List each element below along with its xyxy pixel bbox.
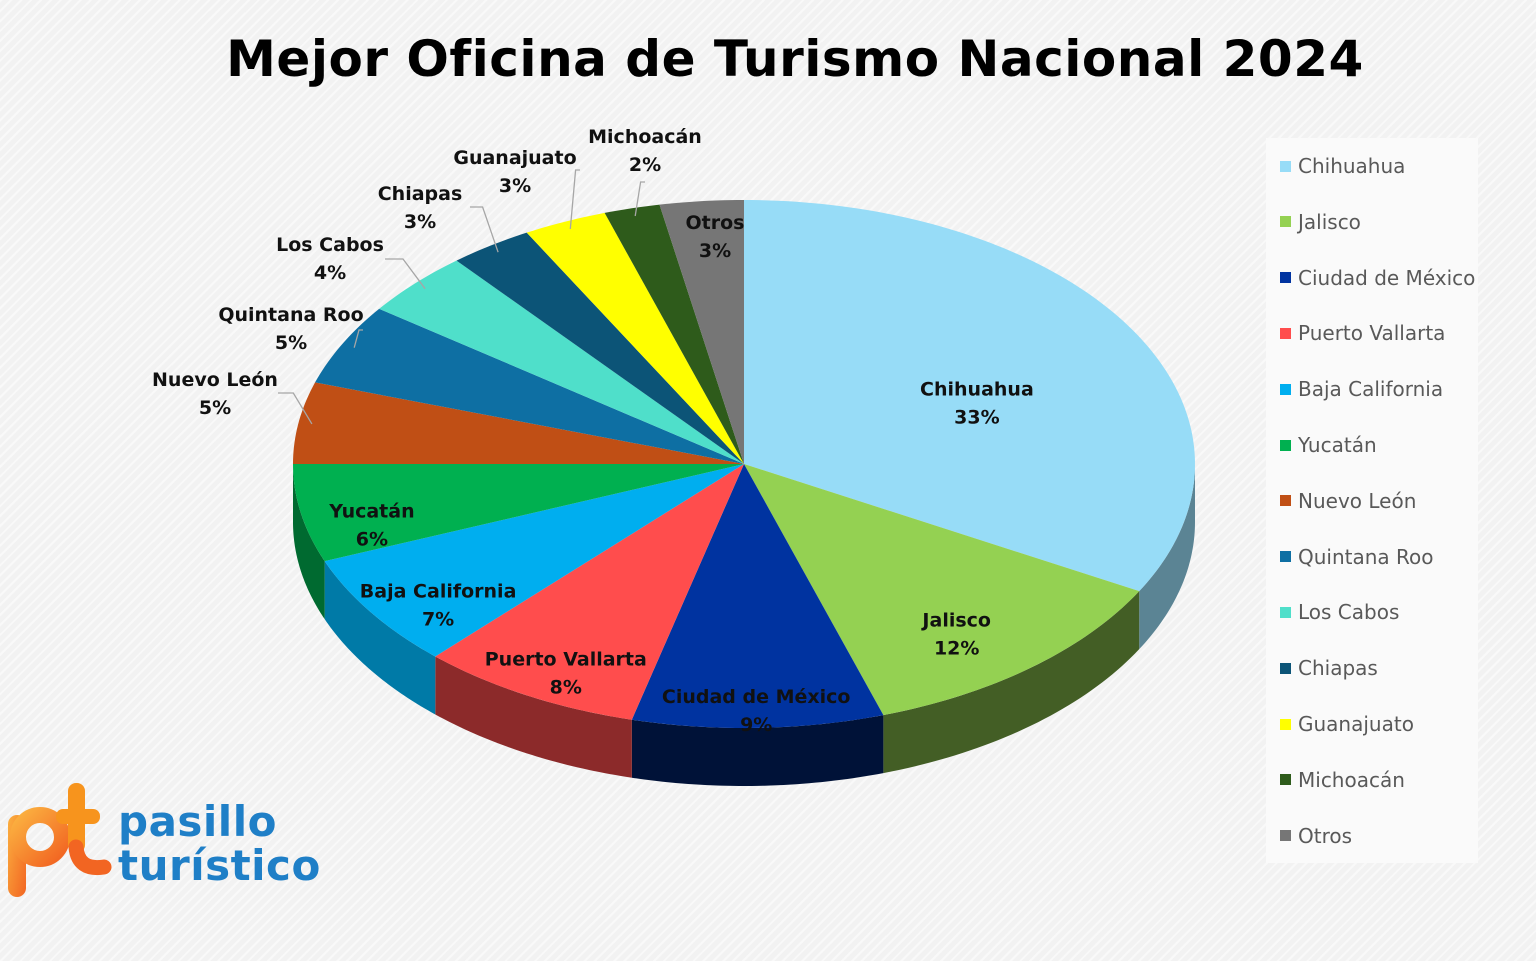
pie-slice-jalisco	[744, 464, 1140, 716]
pie-depth-puerto-vallarta	[435, 656, 632, 778]
legend-item-otros: Otros	[1280, 824, 1352, 848]
chart-title: Mejor Oficina de Turismo Nacional 2024	[226, 30, 1364, 88]
pie-slice-guanajuato	[526, 212, 744, 464]
data-value-chihuahua: 33%	[954, 406, 999, 428]
legend-label-ciudad-de-m-xico: Ciudad de México	[1298, 265, 1476, 290]
legend-item-chihuahua: Chihuahua	[1280, 154, 1405, 178]
legend-swatch-los-cabos	[1280, 606, 1291, 618]
pie-slice-los-cabos	[379, 260, 744, 464]
leader-line-chiapas	[470, 206, 499, 253]
data-label-guanajuato: Guanajuato	[453, 147, 576, 169]
legend-item-los-cabos: Los Cabos	[1280, 600, 1399, 624]
data-label-nuevo-le-n: Nuevo León	[152, 369, 278, 391]
data-label-los-cabos: Los Cabos	[276, 234, 384, 256]
legend-label-yucat-n: Yucatán	[1298, 433, 1377, 457]
data-value-puerto-vallarta: 8%	[550, 677, 582, 699]
legend-label-jalisco: Jalisco	[1298, 209, 1361, 234]
pie-slice-nuevo-le-n	[293, 382, 744, 464]
leader-line-los-cabos	[385, 258, 426, 290]
legend-swatch-guanajuato	[1280, 718, 1291, 730]
legend-item-yucat-n: Yucatán	[1280, 433, 1377, 457]
data-label-puerto-vallarta: Puerto Vallarta	[485, 649, 647, 671]
leader-line-nuevo-le-n	[278, 392, 313, 425]
legend-item-guanajuato: Guanajuato	[1280, 712, 1414, 736]
legend-swatch-baja-california	[1280, 383, 1291, 395]
legend-label-baja-california: Baja California	[1298, 377, 1444, 402]
legend-swatch-otros	[1280, 830, 1291, 842]
legend-label-los-cabos: Los Cabos	[1298, 600, 1400, 625]
legend-item-ciudad-de-m-xico: Ciudad de México	[1280, 266, 1475, 290]
legend-item-puerto-vallarta: Puerto Vallarta	[1280, 321, 1445, 345]
pie-slice-ciudad-de-m-xico	[631, 464, 884, 728]
data-label-ciudad-de-m-xico: Ciudad de México	[662, 686, 851, 708]
pie-slice-baja-california	[324, 464, 744, 657]
leader-line-michoac-n	[634, 181, 645, 217]
pie-slice-michoac-n	[604, 204, 744, 464]
legend-swatch-puerto-vallarta	[1280, 327, 1291, 339]
pie-depth-chihuahua	[1139, 464, 1195, 650]
legend-label-nuevo-le-n: Nuevo León	[1298, 488, 1417, 513]
logo-text-pasillo: pasillo	[118, 797, 277, 846]
pie-depth-baja-california	[324, 561, 436, 715]
legend-label-guanajuato: Guanajuato	[1298, 712, 1414, 736]
legend-item-michoac-n: Michoacán	[1280, 768, 1405, 792]
chart-legend: Chihuahua Jalisco Ciudad de México Puerto V…	[1266, 138, 1478, 863]
pie-depth-yucat-n	[293, 464, 325, 620]
data-label-baja-california: Baja California	[360, 581, 517, 603]
pie-slice-quintana-roo	[315, 308, 744, 464]
legend-label-chihuahua: Chihuahua	[1298, 154, 1406, 178]
legend-label-chiapas: Chiapas	[1298, 656, 1378, 681]
pie-slice-yucat-n	[293, 464, 744, 562]
pt-logo-icon	[8, 783, 112, 897]
data-label-quintana-roo: Quintana Roo	[218, 304, 363, 326]
data-value-michoac-n: 2%	[629, 154, 661, 176]
data-value-nuevo-le-n: 5%	[199, 397, 231, 419]
data-label-chiapas: Chiapas	[378, 183, 463, 205]
legend-swatch-jalisco	[1280, 216, 1291, 228]
legend-swatch-nuevo-le-n	[1280, 495, 1291, 507]
data-value-chiapas: 3%	[404, 211, 436, 233]
data-value-guanajuato: 3%	[499, 175, 531, 197]
data-value-los-cabos: 4%	[314, 262, 346, 284]
data-label-chihuahua: Chihuahua	[920, 378, 1034, 400]
pie-slice-chiapas	[456, 232, 744, 464]
legend-swatch-chihuahua	[1280, 160, 1291, 172]
leader-line-guanajuato	[569, 169, 580, 230]
data-label-yucat-n: Yucatán	[328, 501, 414, 523]
leader-line-quintana-roo	[353, 329, 363, 348]
data-label-michoac-n: Michoacán	[588, 126, 702, 148]
data-label-otros: Otros	[686, 212, 745, 234]
legend-label-quintana-roo: Quintana Roo	[1298, 544, 1434, 569]
data-label-jalisco: Jalisco	[920, 610, 991, 632]
legend-swatch-michoac-n	[1280, 774, 1291, 786]
legend-item-chiapas: Chiapas	[1280, 656, 1378, 680]
pie-slice-puerto-vallarta	[435, 464, 744, 720]
data-value-ciudad-de-m-xico: 9%	[740, 714, 772, 736]
data-value-baja-california: 7%	[422, 609, 454, 631]
legend-swatch-chiapas	[1280, 662, 1291, 674]
data-value-jalisco: 12%	[934, 638, 979, 660]
legend-label-michoac-n: Michoacán	[1298, 767, 1405, 792]
pie-depth-jalisco	[883, 591, 1140, 774]
pie-slice-chihuahua	[744, 200, 1195, 592]
legend-item-baja-california: Baja California	[1280, 377, 1443, 401]
pasillo-turistico-logo: pasillo turístico	[6, 775, 336, 905]
data-value-otros: 3%	[699, 240, 731, 262]
legend-swatch-yucat-n	[1280, 439, 1291, 451]
data-value-quintana-roo: 5%	[275, 332, 307, 354]
legend-item-jalisco: Jalisco	[1280, 210, 1361, 234]
legend-item-nuevo-le-n: Nuevo León	[1280, 489, 1416, 513]
legend-label-puerto-vallarta: Puerto Vallarta	[1298, 321, 1446, 346]
legend-swatch-quintana-roo	[1280, 551, 1291, 563]
logo-text-turistico: turístico	[118, 841, 321, 890]
data-value-yucat-n: 6%	[356, 529, 388, 551]
pie-slice-otros	[659, 200, 744, 464]
legend-label-otros: Otros	[1298, 823, 1353, 848]
legend-item-quintana-roo: Quintana Roo	[1280, 545, 1434, 569]
pie-depth-ciudad-de-m-xico	[631, 715, 884, 786]
legend-swatch-ciudad-de-m-xico	[1280, 272, 1291, 284]
